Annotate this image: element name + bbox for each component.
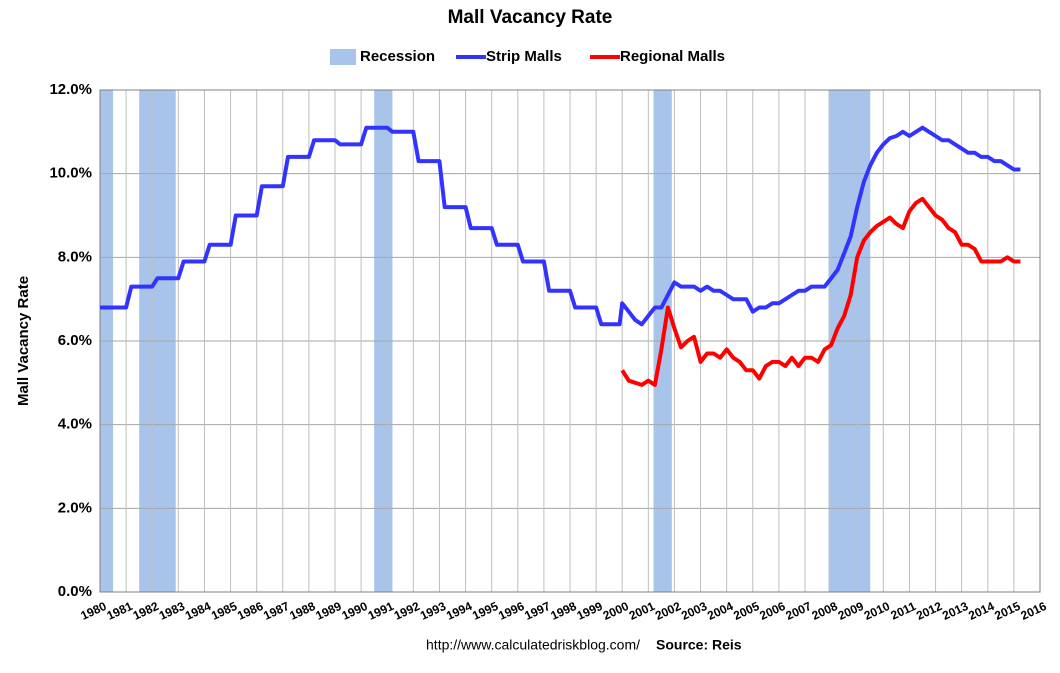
- chart-title: Mall Vacancy Rate: [448, 7, 613, 28]
- source-url: http://www.calculatedriskblog.com/: [426, 637, 640, 653]
- y-tick-label: 4.0%: [58, 416, 92, 433]
- legend-label: Recession: [360, 48, 435, 65]
- series-line: [620, 196, 1021, 387]
- source-note: Source: Reis: [656, 637, 742, 653]
- y-tick-label: 0.0%: [58, 583, 92, 600]
- legend-label: Strip Malls: [486, 48, 562, 65]
- legend-swatch: [330, 49, 356, 65]
- x-tick-label: 2016: [1018, 599, 1048, 623]
- y-tick-label: 2.0%: [58, 499, 92, 516]
- series-line: [100, 125, 1021, 327]
- y-tick-label: 12.0%: [49, 81, 92, 98]
- plot-border: [99, 89, 1041, 593]
- y-tick-label: 10.0%: [49, 165, 92, 182]
- y-tick-label: 8.0%: [58, 248, 92, 265]
- legend-label: Regional Malls: [620, 48, 725, 65]
- x-tick-label: 2010: [862, 599, 892, 623]
- y-tick-label: 6.0%: [58, 332, 92, 349]
- y-axis-title: Mall Vacancy Rate: [15, 276, 32, 406]
